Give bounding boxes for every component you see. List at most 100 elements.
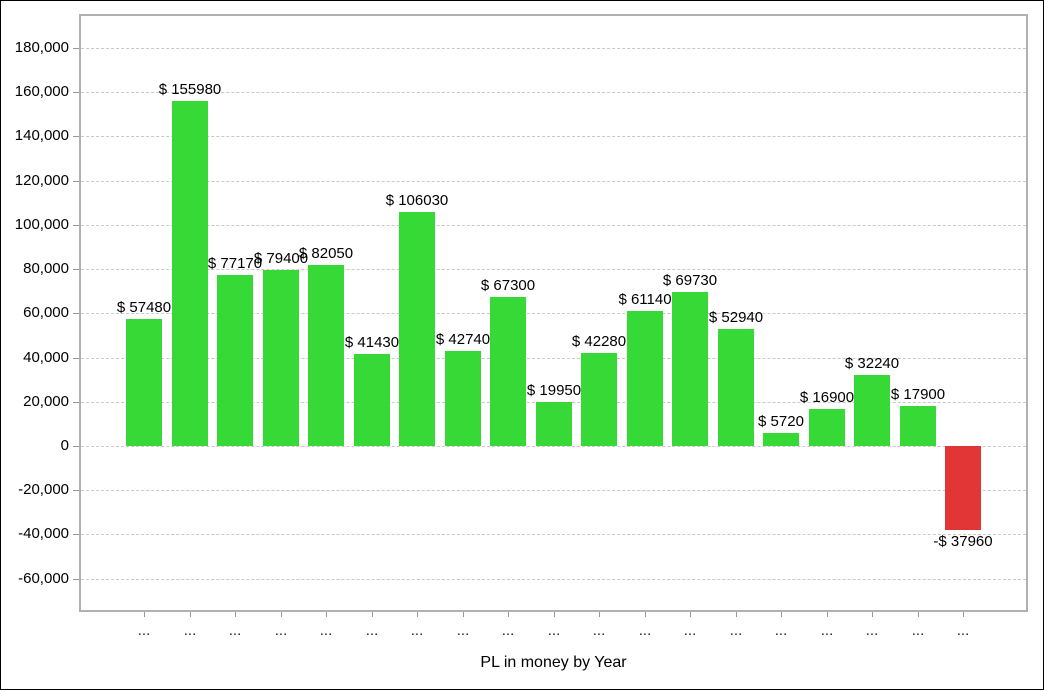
bar-value-label: $ 155980 bbox=[158, 81, 222, 98]
bar bbox=[809, 409, 845, 446]
bar bbox=[490, 297, 526, 446]
bar-value-label: $ 77170 bbox=[207, 255, 263, 272]
bar bbox=[399, 212, 435, 446]
x-axis-category-label: ... bbox=[319, 622, 333, 639]
bar-value-label: $ 79400 bbox=[253, 250, 309, 267]
x-axis-tick bbox=[645, 612, 646, 617]
bar bbox=[763, 433, 799, 446]
gridline bbox=[81, 490, 1026, 491]
x-axis-category-label: ... bbox=[638, 622, 652, 639]
gridline bbox=[81, 225, 1026, 226]
y-axis-tick-label: 140,000 bbox=[14, 127, 69, 144]
y-axis-tick-label: -20,000 bbox=[18, 481, 69, 498]
y-axis-tick-label: 20,000 bbox=[23, 393, 69, 410]
x-axis-category-label: ... bbox=[365, 622, 379, 639]
y-axis-tick bbox=[73, 534, 79, 535]
x-axis-category-label: ... bbox=[137, 622, 151, 639]
x-axis-category-label: ... bbox=[501, 622, 515, 639]
bar-value-label: $ 67300 bbox=[480, 277, 536, 294]
gridline bbox=[81, 313, 1026, 314]
gridline bbox=[81, 181, 1026, 182]
x-axis-tick bbox=[963, 612, 964, 617]
bar bbox=[126, 319, 162, 446]
y-axis-tick bbox=[73, 490, 79, 491]
gridline bbox=[81, 446, 1026, 447]
gridline bbox=[81, 269, 1026, 270]
x-axis-tick bbox=[235, 612, 236, 617]
y-axis-tick bbox=[73, 313, 79, 314]
y-axis-tick-label: -60,000 bbox=[18, 570, 69, 587]
bar bbox=[172, 101, 208, 446]
y-axis-tick-label: 100,000 bbox=[14, 216, 69, 233]
x-axis-category-label: ... bbox=[592, 622, 606, 639]
x-axis-tick bbox=[872, 612, 873, 617]
bar-value-label: $ 61140 bbox=[618, 291, 672, 308]
bar bbox=[536, 402, 572, 446]
x-axis-category-label: ... bbox=[410, 622, 424, 639]
bar-value-label: $ 57480 bbox=[116, 299, 172, 316]
bar bbox=[581, 353, 617, 446]
x-axis-category-label: ... bbox=[228, 622, 242, 639]
y-axis-tick-label: 160,000 bbox=[14, 83, 69, 100]
bar-value-label: $ 106030 bbox=[385, 192, 449, 209]
x-axis-tick bbox=[781, 612, 782, 617]
bar-value-label: $ 19950 bbox=[526, 382, 582, 399]
bar bbox=[854, 375, 890, 446]
y-axis-tick bbox=[73, 136, 79, 137]
bar-value-label: -$ 37960 bbox=[933, 533, 993, 550]
x-axis-category-label: ... bbox=[274, 622, 288, 639]
x-axis-category-label: ... bbox=[956, 622, 970, 639]
bar-value-label: $ 52940 bbox=[708, 309, 764, 326]
x-axis-category-label: ... bbox=[774, 622, 788, 639]
y-axis-tick bbox=[73, 48, 79, 49]
bar-value-label: $ 16900 bbox=[799, 389, 855, 406]
y-axis-tick bbox=[73, 579, 79, 580]
x-axis-category-label: ... bbox=[729, 622, 743, 639]
x-axis-tick bbox=[281, 612, 282, 617]
bar bbox=[354, 354, 390, 446]
y-axis-tick bbox=[73, 181, 79, 182]
bar bbox=[308, 265, 344, 446]
x-axis-category-label: ... bbox=[820, 622, 834, 639]
x-axis-category-label: ... bbox=[911, 622, 925, 639]
gridline bbox=[81, 534, 1026, 535]
y-axis-tick bbox=[73, 269, 79, 270]
x-axis-tick bbox=[508, 612, 509, 617]
y-axis-tick-label: 180,000 bbox=[14, 39, 69, 56]
x-axis-tick bbox=[599, 612, 600, 617]
x-axis-tick bbox=[326, 612, 327, 617]
x-axis-category-label: ... bbox=[183, 622, 197, 639]
bar-value-label: $ 32240 bbox=[844, 355, 900, 372]
bar bbox=[672, 292, 708, 446]
bar-value-label: $ 69730 bbox=[662, 272, 718, 289]
x-axis-category-label: ... bbox=[456, 622, 470, 639]
plot-area: $ 57480 $ 155980 $ 77170 $ 79400 $ 82050 $ 41… bbox=[79, 14, 1028, 612]
bar-value-label: $ 82050 bbox=[298, 245, 354, 262]
gridline bbox=[81, 48, 1026, 49]
bar bbox=[263, 270, 299, 446]
bar bbox=[217, 275, 253, 446]
y-axis-tick bbox=[73, 92, 79, 93]
y-axis-tick-label: 80,000 bbox=[23, 260, 69, 277]
gridline bbox=[81, 358, 1026, 359]
x-axis-tick bbox=[463, 612, 464, 617]
y-axis-tick-label: -40,000 bbox=[18, 525, 69, 542]
gridline bbox=[81, 136, 1026, 137]
x-axis-tick bbox=[554, 612, 555, 617]
y-axis-tick-label: 120,000 bbox=[14, 172, 69, 189]
bar-value-label: $ 41430 bbox=[344, 334, 400, 351]
y-axis-tick-label: 60,000 bbox=[23, 304, 69, 321]
bar bbox=[900, 406, 936, 446]
x-axis-tick bbox=[144, 612, 145, 617]
x-axis-tick bbox=[372, 612, 373, 617]
bar-value-label: $ 42280 bbox=[571, 333, 627, 350]
x-axis-tick bbox=[417, 612, 418, 617]
x-axis-tick bbox=[690, 612, 691, 617]
bar bbox=[627, 311, 663, 446]
y-axis-tick-label: 40,000 bbox=[23, 349, 69, 366]
bar-value-label: $ 17900 bbox=[890, 386, 946, 403]
x-axis-category-label: ... bbox=[683, 622, 697, 639]
x-axis-tick bbox=[918, 612, 919, 617]
bar bbox=[718, 329, 754, 446]
